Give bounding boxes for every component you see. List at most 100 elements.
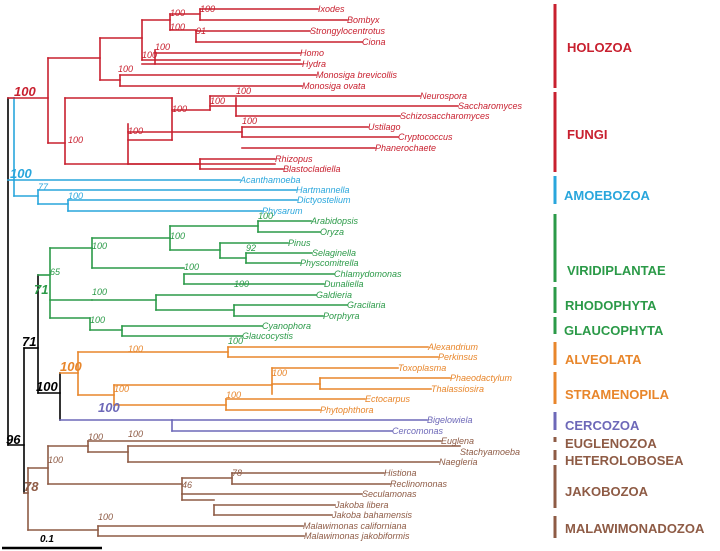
taxon-label-schizosaccharomyces: Schizosaccharomyces	[400, 111, 490, 121]
bootstrap-value: 100	[128, 126, 143, 136]
group-label-viridiplantae: VIRIDIPLANTAE	[567, 263, 666, 278]
group-label-rhodophyta: RHODOPHYTA	[565, 298, 657, 313]
taxon-label-seculamonas: Seculamonas	[362, 489, 417, 499]
taxon-label-homo: Homo	[300, 48, 324, 58]
group-label-euglenozoa: EUGLENOZOA	[565, 436, 657, 451]
group-label-heterolobosea: HETEROLOBOSEA	[565, 453, 684, 468]
taxon-label-dunaliella: Dunaliella	[324, 279, 364, 289]
taxon-label-arabidopsis: Arabidopsis	[310, 216, 359, 226]
bootstrap-value: 100	[128, 429, 143, 439]
major-bootstrap-value: 78	[24, 479, 39, 494]
taxon-label-ectocarpus: Ectocarpus	[365, 394, 411, 404]
group-label-jakobozoa: JAKOBOZOA	[565, 484, 649, 499]
bootstrap-value: 100	[90, 315, 105, 325]
taxon-label-ciona: Ciona	[362, 37, 386, 47]
taxon-label-alexandrium: Alexandrium	[427, 342, 479, 352]
taxon-label-histiona: Histiona	[384, 468, 417, 478]
taxon-label-cryptococcus: Cryptococcus	[398, 132, 453, 142]
bootstrap-value: 100	[114, 384, 129, 394]
taxon-label-phanerochaete: Phanerochaete	[375, 143, 436, 153]
taxon-label-blastocladiella: Blastocladiella	[283, 164, 341, 174]
taxon-label-stachyamoeba: Stachyamoeba	[460, 447, 520, 457]
major-bootstrap-value: 71	[22, 334, 36, 349]
taxon-label-selaginella: Selaginella	[312, 248, 356, 258]
taxon-label-monosiga-ovata: Monosiga ovata	[302, 81, 366, 91]
taxon-label-jakoba-bahamensis: Jakoba bahamensis	[331, 510, 413, 520]
taxon-label-bigelowiela: Bigelowiela	[427, 415, 473, 425]
taxon-label-dictyostelium: Dictyostelium	[297, 195, 351, 205]
scale-bar-label: 0.1	[40, 534, 54, 545]
taxon-label-strongylocentrotus: Strongylocentrotus	[310, 26, 386, 36]
bootstrap-value: 100	[128, 344, 143, 354]
bootstrap-value: 91	[196, 26, 206, 36]
taxon-label-bombyx: Bombyx	[347, 15, 380, 25]
taxon-label-acanthamoeba: Acanthamoeba	[239, 175, 301, 185]
bootstrap-value: 77	[38, 182, 49, 192]
taxon-label-naegleria: Naegleria	[439, 457, 478, 467]
bootstrap-value: 100	[236, 86, 251, 96]
tree-branches	[7, 8, 461, 537]
taxon-label-glaucocystis: Glaucocystis	[242, 331, 294, 341]
group-label-alveolata: ALVEOLATA	[565, 352, 642, 367]
major-bootstrap-value: 100	[60, 359, 82, 374]
taxon-label-neurospora: Neurospora	[420, 91, 467, 101]
bootstrap-value: 100	[155, 42, 170, 52]
group-label-glaucophyta: GLAUCOPHYTA	[564, 323, 664, 338]
major-bootstrap-value: 71	[34, 282, 48, 297]
taxon-label-hartmannella: Hartmannella	[296, 185, 350, 195]
taxon-label-hydra: Hydra	[302, 59, 326, 69]
taxon-labels: IxodesBombyxStrongylocentrotusCionaHomoH…	[239, 4, 523, 541]
taxon-label-toxoplasma: Toxoplasma	[398, 363, 446, 373]
group-label-fungi: FUNGI	[567, 127, 607, 142]
bootstrap-value: 100	[172, 104, 187, 114]
taxon-label-saccharomyces: Saccharomyces	[458, 101, 523, 111]
bootstrap-value: 100	[48, 455, 63, 465]
major-bootstrap-value: 100	[14, 84, 36, 99]
bootstrap-value: 100	[210, 96, 225, 106]
bootstrap-value: 100	[200, 4, 215, 14]
major-bootstrap-value: 100	[10, 166, 32, 181]
bootstrap-value: 100	[170, 231, 185, 241]
bootstrap-value: 100	[226, 390, 241, 400]
bootstrap-labels: 100 100 100 91 100 100 100 100 100 100 100 100 100 77…	[6, 4, 287, 522]
taxon-label-reclinomonas: Reclinomonas	[390, 479, 448, 489]
scale-bar: 0.1	[2, 534, 102, 550]
taxon-label-malawimonas-californiana: Malawimonas californiana	[303, 521, 407, 531]
taxon-label-cyanophora: Cyanophora	[262, 321, 311, 331]
taxon-label-galdieria: Galdieria	[316, 290, 352, 300]
bootstrap-value: 100	[68, 135, 83, 145]
bootstrap-value: 46	[182, 480, 192, 490]
taxon-label-physcomitrella: Physcomitrella	[300, 258, 359, 268]
bootstrap-value: 92	[246, 243, 256, 253]
bootstrap-value: 100	[92, 241, 107, 251]
bootstrap-value: 100	[272, 368, 287, 378]
bootstrap-value: 100	[88, 432, 103, 442]
bootstrap-value: 100	[242, 116, 257, 126]
taxon-label-rhizopus: Rhizopus	[275, 154, 313, 164]
bootstrap-value: 100	[142, 50, 157, 60]
taxon-label-thalassiosira: Thalassiosira	[431, 384, 484, 394]
major-bootstrap-value: 100	[98, 400, 120, 415]
bootstrap-value: 100	[118, 64, 133, 74]
taxon-label-oryza: Oryza	[320, 227, 344, 237]
taxon-label-cercomonas: Cercomonas	[392, 426, 444, 436]
taxon-label-ustilago: Ustilago	[368, 122, 401, 132]
taxon-label-porphyra: Porphyra	[323, 311, 360, 321]
major-bootstrap-value: 100	[36, 379, 58, 394]
bootstrap-value: 100	[234, 279, 249, 289]
taxon-label-ixodes: Ixodes	[318, 4, 345, 14]
taxon-label-phytophthora: Phytophthora	[320, 405, 374, 415]
taxon-label-gracilaria: Gracilaria	[347, 300, 386, 310]
bootstrap-value: 78	[232, 468, 242, 478]
bootstrap-value: 100	[170, 22, 185, 32]
group-label-malawimonadozoa: MALAWIMONADOZOA	[565, 521, 705, 536]
taxon-label-malawimonas-jakobiformis: Malawimonas jakobiformis	[304, 531, 410, 541]
bootstrap-value: 100	[258, 211, 273, 221]
group-label-amoebozoa: AMOEBOZOA	[564, 188, 651, 203]
bootstrap-value: 100	[68, 191, 83, 201]
bootstrap-value: 100	[92, 287, 107, 297]
group-label-holozoa: HOLOZOA	[567, 40, 633, 55]
taxon-label-phaeodactylum: Phaeodactylum	[450, 373, 513, 383]
bootstrap-value: 100	[228, 336, 243, 346]
